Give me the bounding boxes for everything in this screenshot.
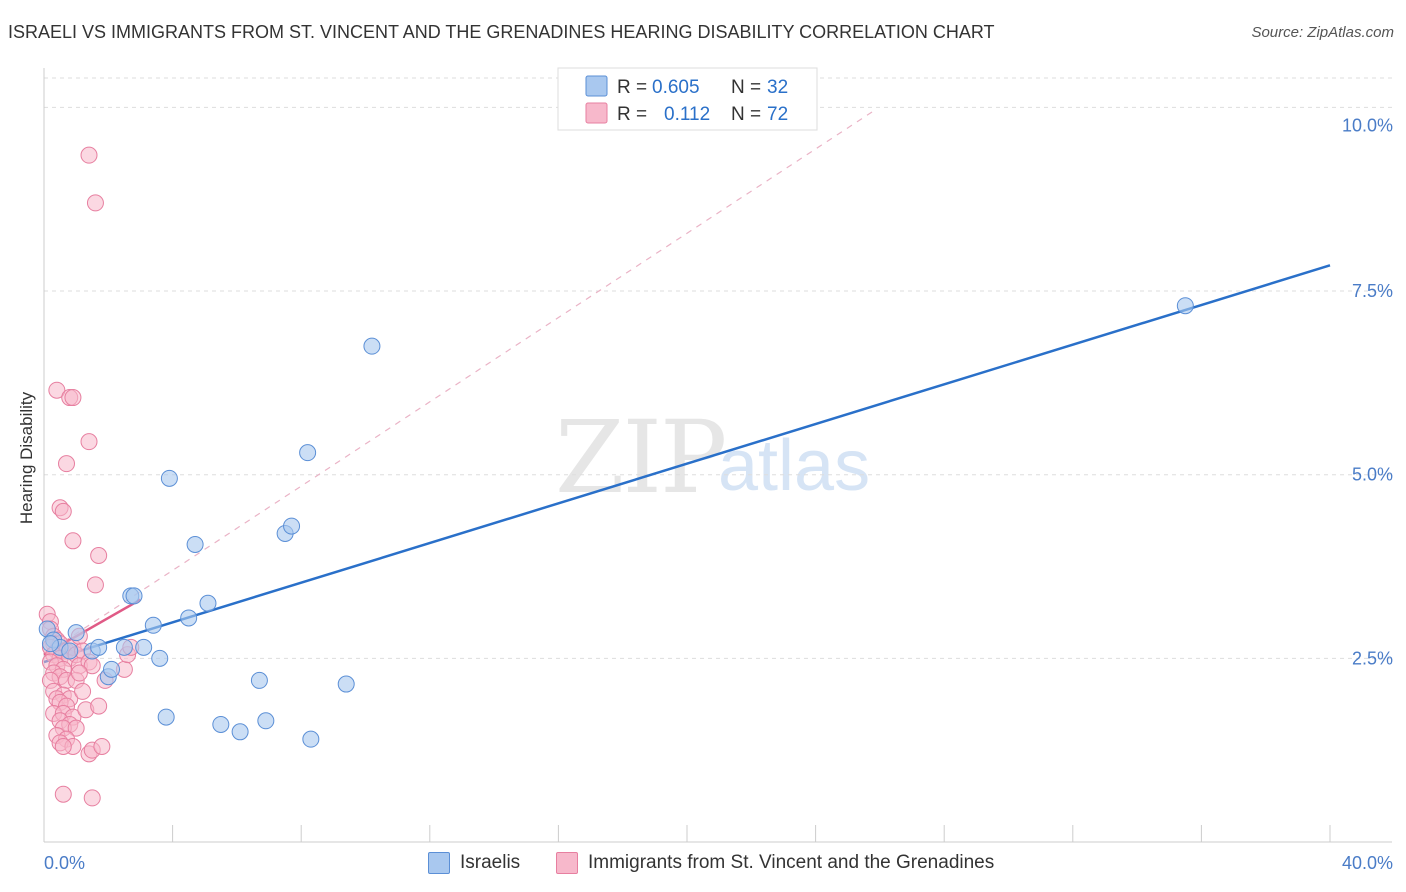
y-tick-label: 10.0% bbox=[1342, 115, 1393, 135]
chart-title: ISRAELI VS IMMIGRANTS FROM ST. VINCENT A… bbox=[8, 22, 995, 42]
watermark-zip: ZIP bbox=[555, 399, 725, 516]
y-tick-label: 7.5% bbox=[1352, 281, 1393, 301]
trend-lines bbox=[43, 110, 1331, 664]
legend-r-label-2: R = bbox=[617, 104, 647, 125]
source-label: Source: ZipAtlas.com bbox=[1251, 24, 1394, 41]
point-immigrants bbox=[67, 719, 85, 737]
point-israelis bbox=[41, 635, 59, 653]
point-israelis bbox=[61, 642, 79, 660]
trend-line-immigrants-extended bbox=[43, 110, 874, 656]
point-israelis bbox=[67, 624, 85, 642]
legend-n-label-2: N = bbox=[731, 104, 761, 125]
point-israelis bbox=[212, 715, 230, 733]
point-immigrants bbox=[80, 433, 98, 451]
point-israelis bbox=[135, 638, 153, 656]
y-axis-label: Hearing Disability bbox=[17, 391, 36, 524]
point-israelis bbox=[1176, 297, 1194, 315]
point-israelis bbox=[180, 609, 198, 627]
point-immigrants bbox=[64, 389, 82, 407]
point-israelis bbox=[199, 594, 217, 612]
legend-r-value-1: 0.605 bbox=[652, 77, 700, 98]
x-tick-label-max: 40.0% bbox=[1342, 853, 1393, 873]
point-immigrants bbox=[70, 664, 88, 682]
point-israelis bbox=[151, 649, 169, 667]
point-israelis bbox=[231, 723, 249, 741]
point-immigrants bbox=[86, 576, 104, 594]
point-immigrants bbox=[64, 532, 82, 550]
point-israelis bbox=[337, 675, 355, 693]
point-immigrants bbox=[58, 455, 76, 473]
point-immigrants bbox=[90, 697, 108, 715]
point-immigrants bbox=[86, 194, 104, 212]
x-tick-labels: 0.0% 40.0% bbox=[44, 853, 1393, 873]
legend-swatch-immigrants bbox=[585, 102, 608, 124]
point-israelis bbox=[157, 708, 175, 726]
legend-swatch-israelis-bottom bbox=[428, 852, 450, 874]
legend-top: R = 0.605 N = 32 R = 0.112 N = 72 bbox=[557, 67, 818, 131]
point-immigrants bbox=[74, 682, 92, 700]
point-immigrants bbox=[54, 738, 72, 755]
point-immigrants bbox=[54, 502, 72, 520]
point-immigrants bbox=[83, 789, 101, 807]
point-israelis bbox=[283, 517, 301, 535]
point-immigrants bbox=[90, 547, 108, 564]
legend-item-immigrants: Immigrants from St. Vincent and the Gren… bbox=[556, 852, 994, 874]
watermark-atlas: atlas bbox=[718, 426, 870, 506]
legend-label-israelis: Israelis bbox=[460, 852, 521, 873]
point-immigrants bbox=[93, 738, 111, 755]
point-immigrants bbox=[48, 381, 66, 399]
legend-swatch-israelis bbox=[585, 75, 608, 97]
point-israelis bbox=[160, 469, 178, 487]
point-israelis bbox=[144, 616, 162, 634]
axes bbox=[43, 68, 1392, 843]
point-israelis bbox=[250, 671, 268, 689]
point-israelis bbox=[363, 337, 381, 355]
y-tick-label: 5.0% bbox=[1352, 465, 1393, 485]
trend-line-israelis bbox=[43, 264, 1331, 664]
y-tick-labels: 2.5% 5.0% 7.5% 10.0% bbox=[1342, 115, 1393, 668]
point-immigrants bbox=[80, 146, 98, 164]
point-israelis bbox=[299, 444, 317, 462]
point-israelis bbox=[90, 638, 108, 656]
point-israelis bbox=[115, 638, 133, 656]
point-israelis bbox=[302, 730, 320, 748]
legend-n-label-1: N = bbox=[731, 77, 761, 98]
x-tick-label-min: 0.0% bbox=[44, 853, 85, 873]
legend-label-immigrants: Immigrants from St. Vincent and the Gren… bbox=[588, 852, 995, 873]
gridlines bbox=[44, 77, 1392, 659]
point-immigrants bbox=[54, 785, 72, 803]
legend-bottom: Israelis Immigrants from St. Vincent and… bbox=[0, 852, 1406, 878]
legend-r-label-1: R = bbox=[617, 77, 647, 98]
legend-swatch-immigrants-bottom bbox=[556, 852, 578, 874]
point-israelis bbox=[186, 535, 204, 553]
point-israelis bbox=[257, 712, 275, 730]
legend-r-value-2: 0.112 bbox=[664, 104, 710, 125]
legend-n-value-2: 72 bbox=[767, 104, 788, 125]
legend-n-value-1: 32 bbox=[767, 77, 788, 98]
legend-item-israelis: Israelis bbox=[428, 852, 520, 874]
y-tick-label: 2.5% bbox=[1352, 648, 1393, 668]
point-israelis bbox=[125, 587, 143, 605]
scatter-points bbox=[38, 146, 1194, 807]
point-israelis bbox=[103, 660, 121, 678]
